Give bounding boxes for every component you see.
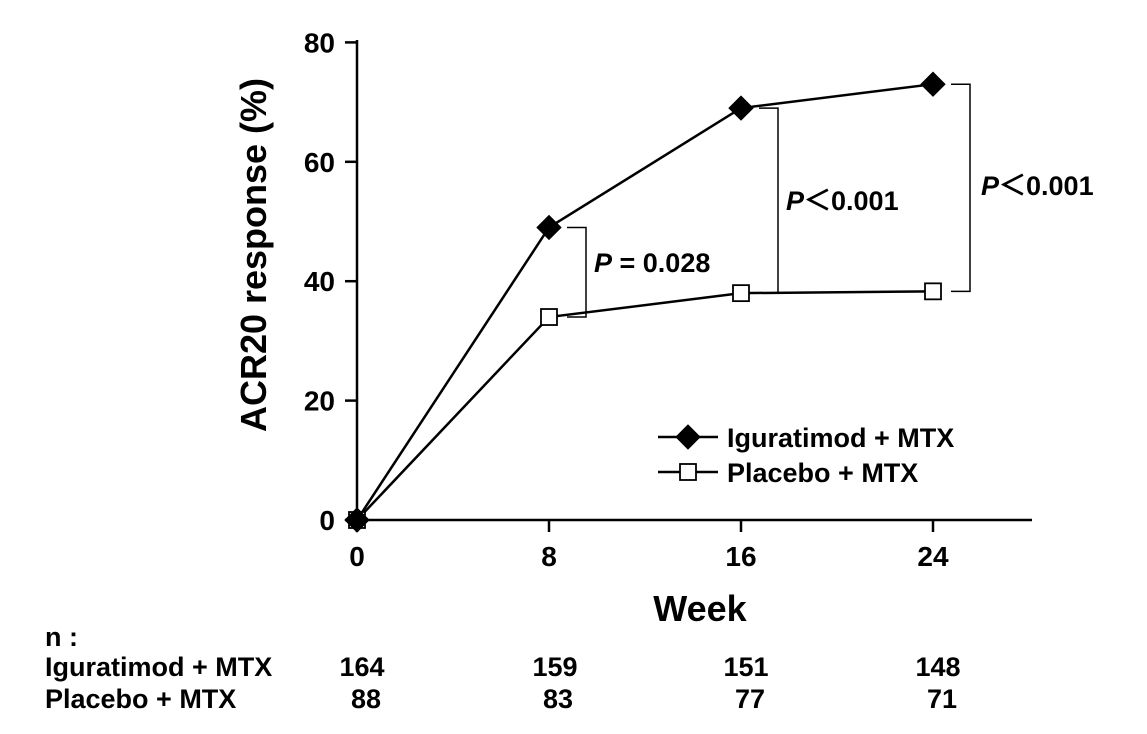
p-value-label: P＜0.001	[981, 171, 1094, 201]
data-point-iguratimod	[728, 95, 754, 121]
series-line-iguratimod	[355, 82, 934, 521]
data-point-placebo	[732, 284, 750, 303]
y-tick-label: 0	[319, 505, 335, 536]
legend: Iguratimod + MTX Placebo + MTX	[658, 423, 954, 488]
legend-marker-placebo	[679, 463, 697, 481]
y-tick-label: 80	[304, 27, 335, 58]
significance-bracket	[759, 107, 779, 294]
x-axis-title: Week	[653, 588, 747, 629]
y-tick-label: 60	[304, 147, 335, 178]
x-tick-label: 0	[349, 541, 365, 572]
x-tick-label: 8	[541, 541, 557, 572]
data-point-placebo	[540, 308, 558, 326]
x-tick-label: 24	[917, 541, 949, 572]
p-value-label: P＜0.001	[786, 186, 899, 216]
axes: 0 20 40 60 80 0 8 16 24 Week ACR20 response (%)	[233, 27, 1032, 629]
legend-label-iguratimod: Iguratimod + MTX	[727, 423, 954, 453]
x-tick-label: 16	[725, 541, 756, 572]
data-point-iguratimod	[344, 507, 370, 533]
series-layer	[344, 71, 946, 533]
significance-bracket	[951, 83, 971, 293]
legend-marker-iguratimod	[675, 424, 701, 450]
y-tick-label: 20	[304, 386, 335, 417]
data-point-placebo	[924, 282, 942, 301]
series-line-placebo	[356, 290, 934, 521]
y-axis-title: ACR20 response (%)	[233, 78, 274, 432]
y-tick-label: 40	[304, 266, 335, 297]
significance-bracket	[567, 226, 587, 318]
legend-label-placebo: Placebo + MTX	[727, 458, 918, 488]
p-value-label: P = 0.028	[594, 248, 710, 278]
data-point-iguratimod	[536, 214, 562, 241]
significance-annotations: P = 0.028 P＜0.001 P＜0.001	[567, 83, 1094, 318]
data-point-iguratimod	[920, 71, 946, 97]
